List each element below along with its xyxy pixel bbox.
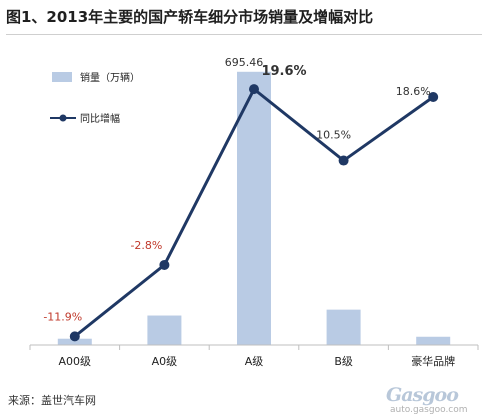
x-tick-label: 豪华品牌	[411, 354, 455, 368]
line-value-label: -2.8%	[130, 239, 162, 252]
x-tick-label: B级	[334, 355, 353, 368]
legend-swatch-marker	[59, 114, 67, 122]
legend-label-line: 同比增幅	[80, 112, 120, 125]
line-point	[159, 259, 170, 270]
bar-sales	[416, 336, 451, 345]
bar-sales	[147, 315, 182, 345]
watermark-logo: Gasgoo auto.gasgoo.com	[386, 384, 478, 416]
line-value-label: 19.6%	[261, 64, 306, 79]
line-value-label: -11.9%	[43, 310, 82, 323]
x-tick-label: A级	[245, 355, 264, 368]
source-note: 来源：盖世汽车网	[8, 394, 96, 407]
x-tick-label: A00级	[59, 355, 92, 368]
line-point	[249, 84, 259, 95]
legend-label-bar: 销量（万辆）	[80, 71, 140, 84]
bar-value-label: 695.46	[225, 56, 264, 69]
bar-sales	[57, 338, 92, 345]
chart-title: 图1、2013年主要的国产轿车细分市场销量及增幅对比	[6, 8, 374, 26]
watermark-name: Gasgoo	[386, 384, 459, 406]
title-divider	[6, 34, 482, 35]
line-value-label: 10.5%	[316, 129, 351, 142]
bar-sales	[326, 309, 361, 345]
line-value-label: 18.6%	[396, 85, 431, 98]
line-point	[69, 331, 80, 342]
bar-sales	[237, 71, 271, 345]
legend: 销量（万辆） 同比增幅	[50, 71, 140, 125]
x-tick-label: A0级	[152, 355, 178, 368]
line-point	[338, 155, 349, 166]
line-point	[428, 91, 439, 102]
watermark-url: auto.gasgoo.com	[390, 405, 468, 415]
legend-swatch-bar	[52, 72, 72, 82]
